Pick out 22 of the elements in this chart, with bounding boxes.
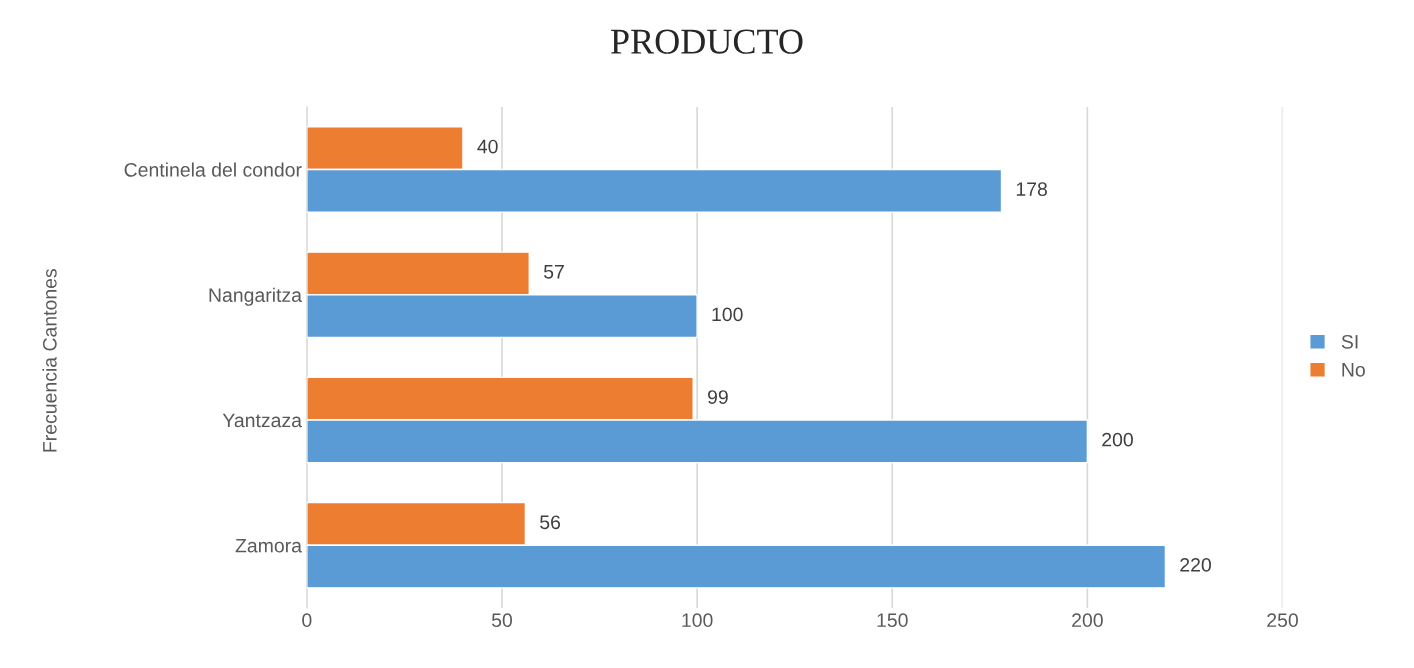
data-label: 100: [712, 307, 743, 322]
y-tick-label: Centinela del condor: [124, 162, 302, 177]
y-axis-title: Frecuencia Cantones: [42, 269, 57, 452]
data-label: 220: [1180, 558, 1211, 572]
data-label: 56: [540, 515, 561, 530]
data-label: 200: [1102, 432, 1133, 447]
legend-label: No: [1342, 363, 1365, 377]
data-label: 40: [477, 139, 498, 154]
x-tick-label: 50: [491, 613, 513, 628]
y-tick-label: Nangaritza: [209, 287, 302, 306]
x-tick-label: 250: [1267, 613, 1298, 628]
y-tick-label: Zamora: [235, 538, 302, 553]
data-label: 57: [543, 265, 564, 279]
x-tick-label: 200: [1072, 613, 1103, 628]
legend-label: SI: [1341, 334, 1358, 349]
data-label: 99: [708, 390, 728, 404]
data-label: 178: [1016, 182, 1047, 197]
x-tick-label: 150: [877, 613, 908, 628]
x-tick-label: 0: [302, 613, 312, 628]
x-tick-label: 100: [682, 613, 713, 628]
chart-title: PRODUCTO: [611, 29, 803, 54]
y-tick-label: Yantzaza: [222, 413, 302, 428]
